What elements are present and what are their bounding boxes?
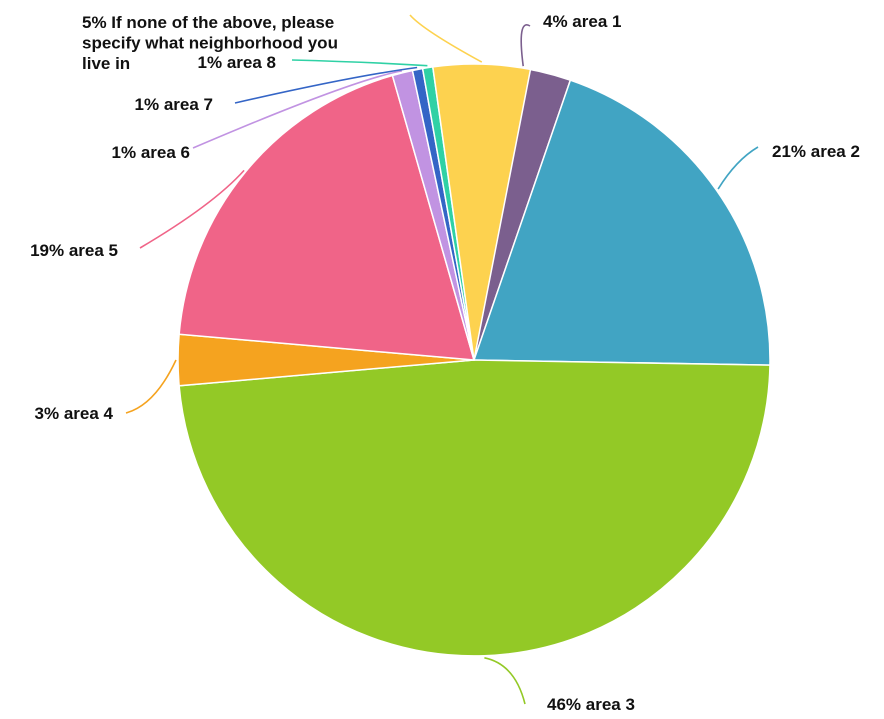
slice-label-line: live in (82, 54, 130, 73)
leader-line-9 (409, 14, 483, 63)
leader-line-5 (139, 169, 245, 249)
slice-label-1: 4% area 1 (543, 12, 621, 31)
pie-slice-2 (472, 79, 771, 366)
leader-line-6 (192, 70, 403, 149)
leader-line-2 (717, 146, 759, 190)
slice-label-8: 1% area 8 (198, 53, 276, 72)
slice-label-5: 19% area 5 (30, 241, 118, 260)
leader-line-1 (520, 24, 531, 67)
slice-label-line: specify what neighborhood you (82, 33, 338, 52)
slice-label-4: 3% area 4 (35, 404, 114, 423)
leader-line-7 (234, 66, 418, 104)
slice-labels: 4% area 1 21% area 2 46% area 3 3% area 4 19… (30, 12, 860, 714)
leader-line-4 (125, 359, 177, 414)
leader-lines (125, 14, 759, 705)
pie-slices (177, 63, 771, 657)
pie-slice-3 (178, 359, 771, 657)
leader-line-8 (291, 59, 428, 67)
slice-label-2: 21% area 2 (772, 142, 860, 161)
leader-line-3 (484, 657, 526, 705)
slice-label-9: 5% If none of the above, please specify w… (82, 13, 338, 73)
pie-slice-5 (178, 74, 476, 361)
slice-label-7: 1% area 7 (135, 95, 213, 114)
slice-label-3: 46% area 3 (547, 695, 635, 714)
pie-slice-9 (431, 63, 532, 361)
slice-label-line: 5% If none of the above, please (82, 13, 334, 32)
slice-label-6: 1% area 6 (112, 143, 190, 162)
